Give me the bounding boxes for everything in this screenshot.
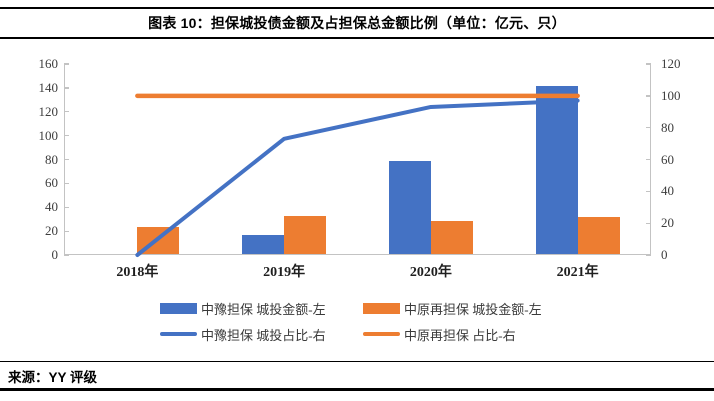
left-axis-tick-label: 160 [38,56,59,71]
left-axis-tickmark [64,111,69,113]
left-axis-tickmark [64,63,69,65]
legend-label: 中原再担保 城投金额-左 [404,301,542,317]
left-axis-tickmark [64,254,69,256]
left-axis-tickmark [64,206,69,208]
legend-swatch-bar-orange [363,302,400,314]
right-axis-tick-label: 60 [661,151,674,167]
x-axis-line [64,253,651,255]
x-axis-label-3: 2020年 [409,265,452,280]
bar-blue-2 [242,234,285,254]
right-axis-tick-label: 0 [661,247,668,262]
left-axis-tick-label: 80 [45,151,58,167]
left-axis-tickmark [64,87,69,89]
left-axis-tickmark [64,158,69,161]
right-axis-tickmark [646,254,651,256]
legend-swatch-line-orange [363,332,400,336]
left-axis-tickmark [64,182,69,185]
bar-orange-2 [284,215,327,254]
right-axis-tick-label: 20 [661,215,674,231]
right-axis-tick-label: 100 [661,87,681,103]
x-axis-label-4: 2021年 [556,265,599,280]
top-rule [0,7,714,9]
bottom-rule [0,388,714,391]
legend-label: 中豫担保 城投金额-左 [201,301,326,317]
right-axis-tick-label: 120 [661,56,681,71]
legend-swatch-line-blue [160,332,197,336]
trend-line-blue [135,98,580,257]
left-axis-tick-label: 40 [45,199,58,215]
left-axis-tick-label: 120 [38,103,59,119]
bar-orange-4 [577,217,620,254]
left-axis-tickmark [64,135,69,137]
left-axis-tick-label: 0 [51,247,59,262]
left-axis-tick-label: 60 [45,175,58,191]
right-axis-tick-label: 80 [661,119,674,135]
legend-item-3: 中豫担保 城投占比-右 [160,326,326,343]
bar-orange-3 [430,220,473,254]
x-axis-label-1: 2018年 [116,265,159,280]
left-axis-tick-label: 20 [45,223,58,239]
source-divider-rule [0,361,714,363]
legend-label: 中豫担保 城投占比-右 [201,327,326,343]
source-text: 来源：YY 评级 [8,370,98,385]
bar-blue-4 [535,85,578,254]
title-divider-rule [0,37,714,39]
chart-plot-area [64,63,651,257]
left-axis-tick-label: 100 [38,127,59,143]
legend-swatch-bar-blue [160,302,197,314]
right-axis-tickmark [646,63,651,65]
right-axis-tickmark [646,190,651,193]
left-axis-tickmark [64,230,69,232]
bar-blue-3 [388,160,431,254]
right-axis-tickmark [646,158,651,161]
legend-item-2: 中原再担保 城投金额-左 [363,300,542,317]
legend-label: 中原再担保 占比-右 [404,327,516,343]
right-axis-tickmark [646,95,651,97]
trend-lines-layer [135,93,580,257]
legend-item-1: 中豫担保 城投金额-左 [160,300,326,317]
right-axis-tick-label: 40 [661,183,674,199]
right-axis-tickmark [646,127,651,129]
legend-item-4: 中原再担保 占比-右 [363,326,516,343]
x-axis-label-2: 2019年 [263,265,306,280]
left-axis-tick-label: 140 [38,79,59,95]
right-axis-tickmark [646,222,651,224]
figure-title: 图表 10：担保城投债金额及占担保总金额比例（单位：亿元、只） [148,15,566,31]
